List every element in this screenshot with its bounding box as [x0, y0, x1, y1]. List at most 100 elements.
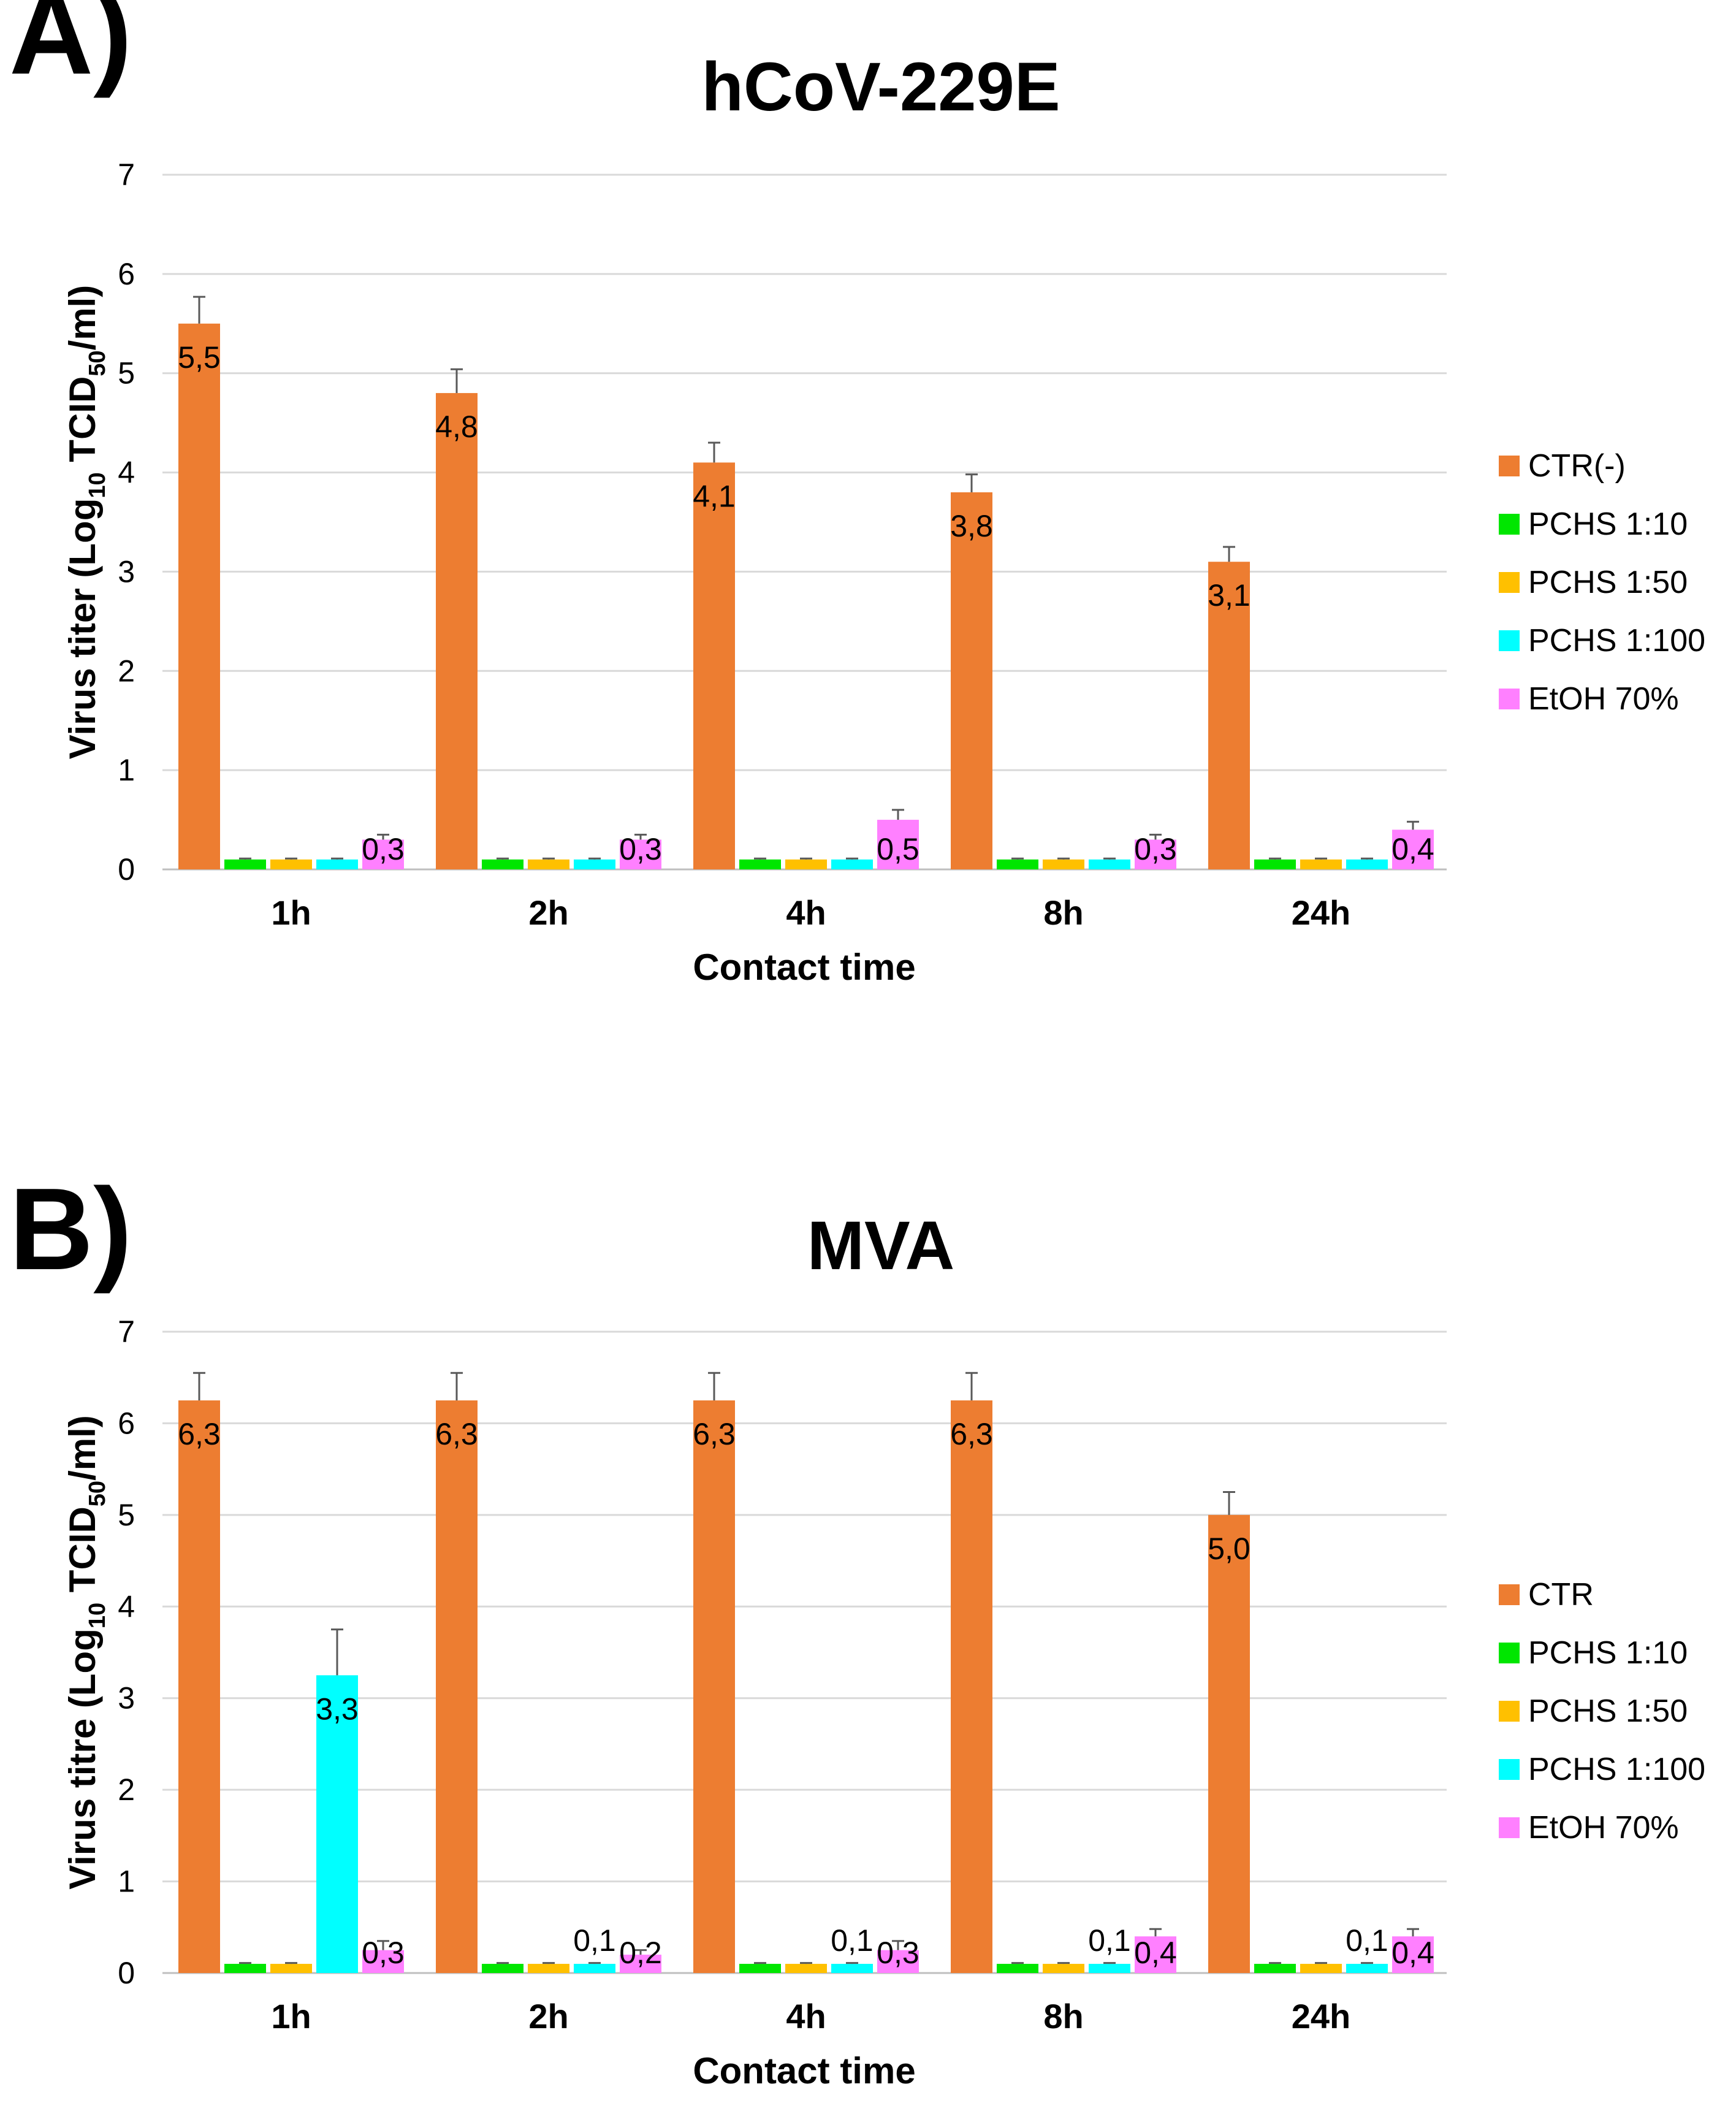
x-category-label: 1h [271, 1997, 311, 2036]
bar-pchs-1-100-8h [1089, 1964, 1130, 1973]
bar-pchs-1-50-8h [1043, 1964, 1084, 1973]
data-label: 0,4 [1134, 1936, 1177, 1970]
y-tick-label: 2 [118, 1773, 135, 1807]
bar-pchs-1-50-24h [1300, 859, 1342, 869]
y-tick-label: 1 [118, 1864, 135, 1899]
legend-swatch-pchs-1-10 [1499, 514, 1520, 535]
y-axis-title-part: TCID [62, 376, 103, 473]
bar-etoh-70-4h [877, 820, 919, 869]
bar-pchs-1-50-8h [1043, 859, 1084, 869]
x-category-label: 8h [1043, 893, 1083, 932]
bar-pchs-1-10-24h [1254, 859, 1296, 869]
y-tick-label: 0 [118, 1956, 135, 1990]
data-label: 6,3 [178, 1417, 221, 1451]
bar-ctr-24h [1208, 562, 1250, 869]
y-tick-label: 0 [118, 852, 135, 887]
y-axis-title-part: TCID [62, 1506, 103, 1603]
bar-pchs-1-10-2h [482, 859, 523, 869]
legend-label: PCHS 1:50 [1528, 1693, 1688, 1729]
bar-pchs-1-100-2h [574, 1964, 615, 1973]
x-category-label: 4h [786, 893, 826, 932]
bar-pchs-1-50-4h [785, 859, 827, 869]
x-axis-title: Contact time [693, 947, 915, 988]
data-label: 6,3 [950, 1417, 993, 1451]
bar-pchs-1-100-24h [1346, 859, 1388, 869]
x-category-label: 2h [528, 893, 568, 932]
data-label: 6,3 [435, 1417, 478, 1451]
y-tick-label: 4 [118, 456, 135, 490]
bar-etoh-70-2h [620, 839, 661, 869]
bar-etoh-70-1h [362, 839, 404, 869]
y-tick-label: 6 [118, 1406, 135, 1440]
y-axis-title-part: Virus titre (Log [62, 1628, 103, 1890]
data-label: 5,5 [178, 340, 221, 375]
bar-pchs-1-10-4h [739, 1964, 781, 1973]
bar-ctr-1h [178, 323, 220, 869]
bar-etoh-70-24h [1392, 830, 1434, 869]
bar-etoh-70-24h [1392, 1936, 1434, 1973]
legend-swatch-ctr [1499, 1584, 1520, 1605]
y-tick-label: 3 [118, 1681, 135, 1716]
bar-ctr-8h [951, 1400, 992, 1973]
legend-label: PCHS 1:50 [1528, 565, 1688, 600]
bar-pchs-1-50-2h [528, 1964, 569, 1973]
bar-ctr-2h [436, 393, 478, 869]
data-label: 0,4 [1391, 1936, 1434, 1970]
legend-label: EtOH 70% [1528, 1810, 1679, 1845]
legend-label: CTR [1528, 1577, 1594, 1613]
data-label: 0,3 [362, 832, 405, 866]
panel-label: B) [9, 1164, 132, 1294]
legend-label: CTR(-) [1528, 448, 1626, 484]
y-tick-label: 3 [118, 554, 135, 589]
bar-pchs-1-100-1h [316, 859, 358, 869]
legend-swatch-pchs-1-100 [1499, 630, 1520, 651]
bar-pchs-1-100-4h [831, 859, 873, 869]
data-label: 0,2 [619, 1936, 662, 1970]
bar-pchs-1-50-4h [785, 1964, 827, 1973]
data-label: 5,0 [1208, 1532, 1251, 1566]
x-category-label: 8h [1043, 1997, 1083, 2036]
bar-ctr-4h [693, 1400, 735, 1973]
bar-etoh-70-8h [1135, 1936, 1176, 1973]
bar-pchs-1-50-1h [270, 1964, 312, 1973]
legend-swatch-ctr [1499, 456, 1520, 476]
bar-etoh-70-4h [877, 1950, 919, 1973]
data-label: 0,1 [1346, 1923, 1388, 1958]
data-label: 4,1 [693, 479, 736, 513]
legend-swatch-etoh-70 [1499, 1817, 1520, 1838]
bar-pchs-1-100-2h [574, 859, 615, 869]
data-label: 0,1 [573, 1923, 616, 1958]
bar-pchs-1-10-2h [482, 1964, 523, 1973]
y-axis-title-subscript: 50 [85, 1481, 110, 1506]
legend-swatch-pchs-1-50 [1499, 1701, 1520, 1722]
bar-ctr-24h [1208, 1514, 1250, 1973]
y-axis-title-subscript: 50 [85, 350, 110, 376]
bar-ctr-1h [178, 1400, 220, 1973]
legend-label: PCHS 1:100 [1528, 623, 1705, 658]
data-label: 3,1 [1208, 578, 1251, 613]
bar-ctr-2h [436, 1400, 478, 1973]
y-tick-label: 5 [118, 356, 135, 391]
bar-pchs-1-10-4h [739, 859, 781, 869]
bar-pchs-1-50-1h [270, 859, 312, 869]
x-category-label: 1h [271, 893, 311, 932]
bar-pchs-1-100-1h [316, 1675, 358, 1973]
y-tick-label: 7 [118, 1315, 135, 1349]
legend-label: PCHS 1:10 [1528, 506, 1688, 542]
legend-swatch-pchs-1-100 [1499, 1759, 1520, 1780]
bar-pchs-1-100-8h [1089, 859, 1130, 869]
legend-label: EtOH 70% [1528, 681, 1679, 717]
y-tick-label: 2 [118, 654, 135, 688]
data-label: 6,3 [693, 1417, 736, 1451]
bar-pchs-1-100-4h [831, 1964, 873, 1973]
y-axis-title-subscript: 10 [85, 1603, 110, 1628]
data-label: 0,3 [1134, 832, 1177, 866]
y-tick-label: 5 [118, 1498, 135, 1532]
x-category-label: 2h [528, 1997, 568, 2036]
legend-label: PCHS 1:10 [1528, 1635, 1688, 1671]
y-axis-title-part: /ml) [62, 285, 103, 351]
y-axis-title: Virus titer (Log10 TCID50/ml) [62, 285, 110, 760]
chart-title: MVA [807, 1207, 955, 1284]
